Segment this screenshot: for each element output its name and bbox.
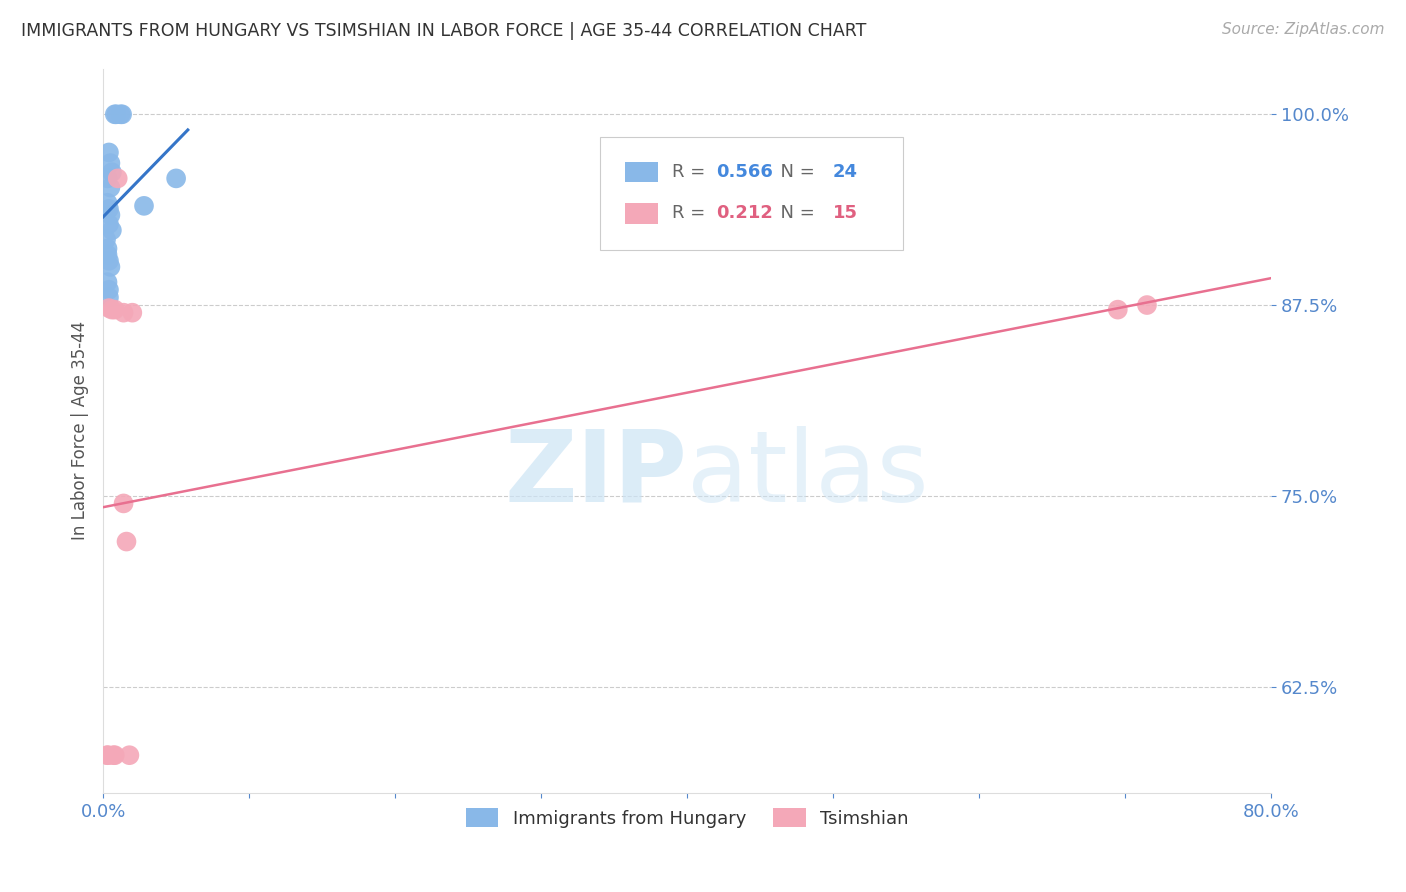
Text: ZIP: ZIP [505, 425, 688, 523]
Point [101, 302, 124, 317]
Point [98, 217, 121, 231]
Point [112, 306, 135, 320]
Point [98, 283, 121, 297]
Point [110, 107, 132, 121]
Text: Source: ZipAtlas.com: Source: ZipAtlas.com [1222, 22, 1385, 37]
Point [100, 260, 122, 274]
Point [165, 171, 187, 186]
Point [132, 199, 155, 213]
Point [118, 748, 141, 763]
Text: atlas: atlas [688, 425, 929, 523]
Point [100, 208, 122, 222]
Point [115, 534, 138, 549]
Bar [626, 162, 658, 182]
Point [100, 156, 122, 170]
Bar [626, 203, 658, 224]
Point [98, 202, 121, 216]
Text: N =: N = [769, 163, 820, 181]
Point [96, 748, 118, 763]
Text: R =: R = [672, 204, 711, 222]
Point [1136, 298, 1159, 312]
Y-axis label: In Labor Force | Age 35-44: In Labor Force | Age 35-44 [72, 321, 89, 541]
Point [100, 180, 122, 194]
Point [104, 302, 127, 317]
Point [105, 107, 128, 121]
Point [96, 171, 118, 186]
FancyBboxPatch shape [599, 137, 903, 250]
Point [96, 275, 118, 289]
Text: N =: N = [769, 204, 820, 222]
Text: IMMIGRANTS FROM HUNGARY VS TSIMSHIAN IN LABOR FORCE | AGE 35-44 CORRELATION CHAR: IMMIGRANTS FROM HUNGARY VS TSIMSHIAN IN … [21, 22, 866, 40]
Point [96, 248, 118, 262]
Text: 0.566: 0.566 [716, 163, 773, 181]
Point [103, 748, 125, 763]
Point [111, 107, 134, 121]
Point [101, 165, 124, 179]
Text: 15: 15 [834, 204, 858, 222]
Point [96, 748, 118, 763]
Point [1107, 302, 1129, 317]
Point [104, 748, 127, 763]
Point [104, 107, 127, 121]
Point [96, 195, 118, 210]
Text: 24: 24 [834, 163, 858, 181]
Point [101, 223, 124, 237]
Text: 0.212: 0.212 [716, 204, 773, 222]
Legend: Immigrants from Hungary, Tsimshian: Immigrants from Hungary, Tsimshian [458, 801, 915, 835]
Point [121, 306, 143, 320]
Text: R =: R = [672, 163, 711, 181]
Point [98, 301, 121, 315]
Point [98, 290, 121, 304]
Point [96, 242, 118, 256]
Point [98, 253, 121, 268]
Point [107, 171, 129, 186]
Point [98, 145, 121, 160]
Point [112, 496, 135, 510]
Point [94, 232, 117, 246]
